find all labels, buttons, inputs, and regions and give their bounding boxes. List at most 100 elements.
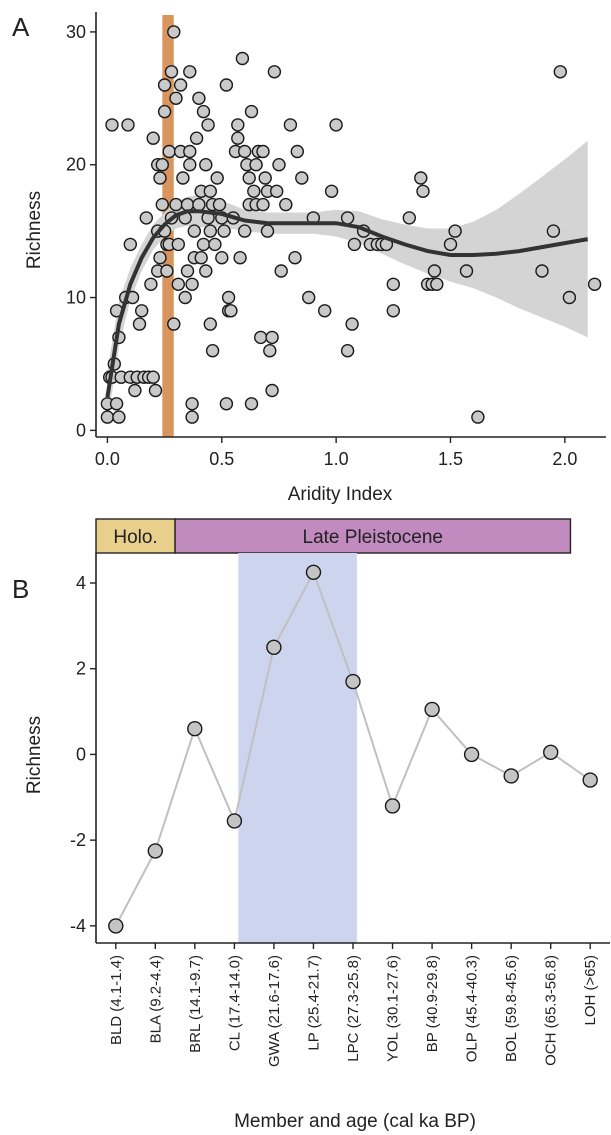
panel-b-y-tick-label: 4 bbox=[76, 573, 86, 593]
trend-line bbox=[105, 209, 589, 398]
scatter-point bbox=[146, 131, 160, 145]
scatter-point bbox=[192, 91, 206, 106]
panel-b-x-tick-label: BP (40.9-29.8) bbox=[424, 955, 441, 1052]
scatter-point bbox=[274, 264, 288, 278]
scatter-point bbox=[105, 118, 119, 132]
panel-b-x-tick-label: LPC (27.3-25.8) bbox=[345, 955, 362, 1062]
scatter-point bbox=[219, 78, 234, 92]
scatter-point bbox=[139, 211, 154, 225]
scatter-point bbox=[205, 344, 220, 358]
panel-b-x-axis-title: Member and age (cal ka BP) bbox=[234, 1111, 476, 1132]
scatter-point bbox=[208, 237, 222, 252]
era-segment-label: Late Pleistocene bbox=[303, 527, 444, 548]
scatter-point bbox=[196, 104, 211, 119]
scatter-point bbox=[121, 118, 135, 132]
scatter-point bbox=[345, 317, 359, 331]
scatter-point bbox=[386, 304, 400, 318]
panel-b-x-tick-label: OLP (45.4-40.3) bbox=[464, 955, 481, 1062]
scatter-point bbox=[231, 131, 245, 145]
scatter-point bbox=[270, 184, 284, 199]
panel-b-x-tick-label: YOL (30.1-27.6) bbox=[385, 955, 402, 1062]
scatter-point bbox=[256, 144, 270, 159]
richness-point bbox=[108, 918, 124, 934]
scatter-point bbox=[212, 197, 227, 212]
scatter-point bbox=[221, 290, 236, 305]
scatter-point bbox=[183, 144, 197, 159]
scatter-point bbox=[123, 237, 138, 252]
scatter-point bbox=[171, 237, 186, 252]
scatter-point bbox=[176, 171, 190, 185]
scatter-point bbox=[180, 264, 195, 278]
scatter-point bbox=[279, 197, 293, 212]
panel-b: B Holo. Late Pleistocene -4 -2 0 2 4 BLD (4.1-… bbox=[12, 518, 610, 1132]
scatter-point bbox=[219, 397, 234, 411]
panel-b-x-tick-label: OCH (65.3-56.8) bbox=[543, 955, 560, 1066]
panel-a-x-axis-title: Aridity Index bbox=[288, 484, 393, 505]
scatter-point bbox=[233, 251, 247, 265]
scatter-point bbox=[242, 171, 256, 185]
scatter-point bbox=[535, 264, 549, 278]
scatter-point bbox=[290, 144, 304, 159]
richness-point bbox=[345, 673, 361, 690]
panel-b-x-tick-label: BLA (9.2-4.4) bbox=[147, 955, 164, 1043]
scatter-point bbox=[144, 277, 158, 291]
richness-point bbox=[187, 721, 203, 737]
scatter-point bbox=[324, 184, 339, 199]
scatter-point bbox=[340, 211, 355, 225]
panel-a-y-axis-title: Richness bbox=[24, 191, 45, 269]
panel-a-letter: A bbox=[12, 12, 30, 42]
scatter-point bbox=[192, 197, 206, 212]
panel-b-x-tick-label: LOH (>65) bbox=[582, 955, 599, 1025]
panel-a-x-tick-label: 0.0 bbox=[95, 449, 120, 469]
scatter-point bbox=[448, 224, 462, 238]
scatter-point bbox=[459, 264, 474, 278]
panel-b-x-tick-label: BRL (14.1-9.7) bbox=[187, 955, 204, 1053]
scatter-point bbox=[318, 304, 332, 318]
scatter-point bbox=[254, 330, 268, 345]
scatter-point bbox=[185, 397, 199, 411]
scatter-point bbox=[157, 78, 172, 92]
scatter-point bbox=[210, 171, 224, 185]
era-segment bbox=[174, 518, 572, 554]
scatter-point bbox=[162, 144, 176, 159]
scatter-point bbox=[189, 131, 204, 145]
scatter-point bbox=[134, 304, 149, 318]
scatter-point bbox=[171, 277, 186, 291]
richness-point bbox=[543, 744, 559, 760]
scatter-point bbox=[178, 290, 192, 305]
scatter-point bbox=[302, 290, 316, 305]
richness-point bbox=[503, 768, 519, 784]
scatter-point bbox=[260, 224, 275, 238]
scatter-point bbox=[416, 184, 430, 199]
scatter-point bbox=[329, 118, 343, 132]
scatter-point bbox=[201, 118, 215, 132]
scatter-point bbox=[203, 184, 218, 199]
scatter-point bbox=[183, 65, 197, 79]
scatter-point bbox=[157, 104, 172, 119]
richness-point bbox=[305, 564, 322, 580]
scatter-point bbox=[153, 171, 167, 185]
lgm-highlight-band bbox=[238, 553, 357, 943]
scatter-point bbox=[224, 304, 238, 318]
panel-a-x-tick-label: 2.0 bbox=[552, 449, 577, 469]
scatter-point bbox=[196, 237, 211, 252]
richness-point bbox=[266, 639, 282, 655]
panel-b-x-tick-label: GWA (21.6-17.6) bbox=[266, 955, 283, 1067]
scatter-point bbox=[203, 224, 218, 238]
scatter-point bbox=[112, 410, 126, 424]
panel-b-x-tick-label: CL (17.4-14.0) bbox=[226, 955, 243, 1051]
scatter-point bbox=[180, 197, 195, 212]
scatter-point bbox=[160, 264, 174, 278]
scatter-point bbox=[235, 51, 250, 66]
panel-b-x-tick-label: LP (25.4-21.7) bbox=[306, 955, 323, 1051]
richness-points bbox=[108, 564, 598, 934]
era-segment-label: Holo. bbox=[113, 527, 157, 548]
scatter-point bbox=[427, 264, 442, 278]
scatter-point bbox=[199, 157, 213, 172]
scatter-point bbox=[128, 383, 142, 398]
scatter-point bbox=[414, 171, 428, 185]
scatter-point bbox=[167, 25, 181, 39]
scatter-point bbox=[167, 317, 181, 331]
panel-b-y-tick-label: -2 bbox=[70, 830, 86, 850]
